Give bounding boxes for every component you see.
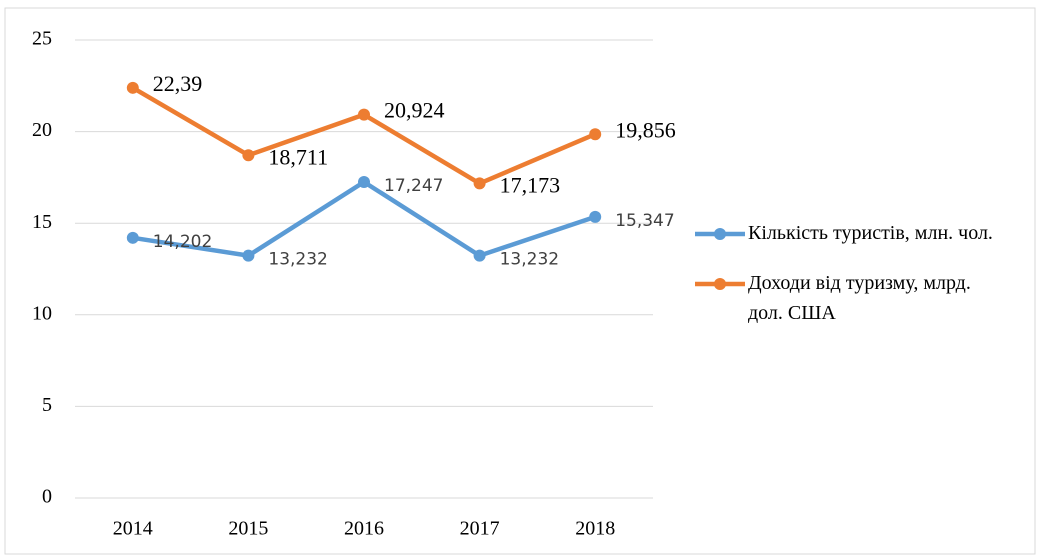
legend-marker xyxy=(714,228,726,240)
data-point xyxy=(589,128,602,141)
data-point xyxy=(358,108,370,121)
data-label: 20,924 xyxy=(384,98,445,123)
legend-marker xyxy=(714,278,726,290)
y-tick-label: 0 xyxy=(42,486,52,508)
legend-label: Доходи від туризму, млрд. дол. США xyxy=(748,272,971,324)
data-label: 19,856 xyxy=(615,117,676,142)
data-label: 22,39 xyxy=(153,71,203,96)
data-label: 14,202 xyxy=(153,232,212,252)
data-point xyxy=(126,231,139,244)
data-label: 13,232 xyxy=(500,250,559,270)
x-tick-label: 2015 xyxy=(228,518,268,540)
x-tick-label: 2014 xyxy=(113,518,153,540)
legend-item: Доходи від туризму, млрд. дол. США xyxy=(693,268,993,328)
legend: Кількість туристів, млн. чол. Доходи від … xyxy=(693,218,993,348)
x-tick-label: 2018 xyxy=(575,518,615,540)
data-label: 17,247 xyxy=(384,176,443,196)
data-point xyxy=(473,177,486,190)
data-point xyxy=(126,81,139,94)
series-line xyxy=(131,85,597,186)
x-tick-label: 2016 xyxy=(344,518,384,540)
data-label: 18,711 xyxy=(268,144,328,169)
data-point xyxy=(242,149,255,162)
data-label: 17,173 xyxy=(500,172,560,197)
legend-swatch xyxy=(695,278,745,290)
data-point xyxy=(242,249,255,262)
chart-frame xyxy=(4,7,1036,555)
data-point xyxy=(473,249,486,262)
data-point xyxy=(358,176,370,189)
data-label: 15,347 xyxy=(615,211,674,231)
y-tick-label: 25 xyxy=(32,28,52,50)
legend-label: Кількість туристів, млн. чол. xyxy=(748,222,993,244)
legend-item: Кількість туристів, млн. чол. xyxy=(693,218,993,248)
data-point xyxy=(589,210,602,223)
data-label: 13,232 xyxy=(268,250,327,270)
y-tick-label: 5 xyxy=(42,394,52,416)
x-tick-label: 2017 xyxy=(460,518,500,540)
y-tick-label: 15 xyxy=(32,211,52,233)
y-tick-label: 10 xyxy=(32,302,52,324)
y-tick-label: 20 xyxy=(32,119,52,141)
legend-swatch xyxy=(695,228,745,240)
